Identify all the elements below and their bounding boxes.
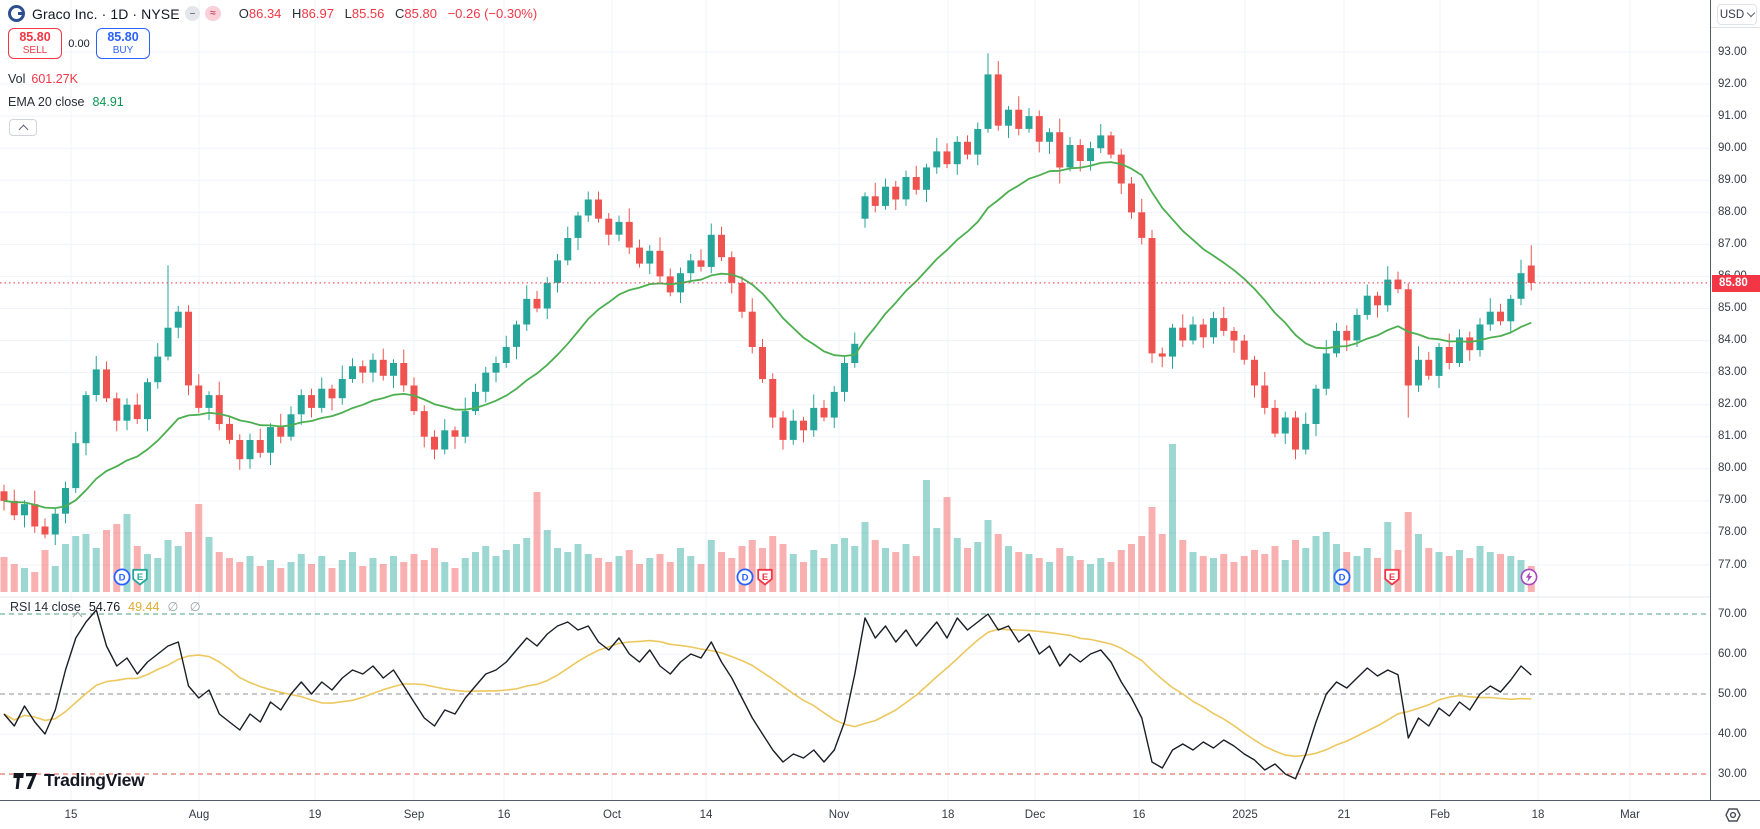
- chevron-down-icon: [1746, 8, 1756, 18]
- open-value: 86.34: [248, 6, 282, 21]
- time-axis-label: Dec: [1024, 809, 1046, 821]
- symbol-title[interactable]: Graco Inc. · 1D · NYSE: [32, 5, 180, 22]
- volume-bars: [0, 444, 1535, 592]
- time-axis-label: Oct: [603, 809, 621, 821]
- time-axis-label: Aug: [188, 809, 210, 821]
- market-status-minus-icon[interactable]: –: [184, 6, 201, 21]
- earnings-marker[interactable]: E: [131, 568, 149, 586]
- last-price-badge: 85.80: [1712, 275, 1760, 292]
- price-axis-label: 87.00: [1718, 237, 1747, 250]
- currency-label: USD: [1719, 8, 1745, 21]
- low-value: 85.56: [351, 6, 385, 21]
- price-axis-label: 82.00: [1718, 398, 1747, 411]
- time-axis-label: Feb: [1430, 809, 1450, 821]
- buy-price: 85.80: [107, 30, 139, 45]
- earnings-marker[interactable]: E: [1383, 568, 1401, 586]
- price-axis-label: 89.00: [1718, 173, 1747, 186]
- high-value: 86.97: [301, 6, 334, 21]
- time-axis-label: 16: [1132, 809, 1146, 821]
- price-axis-label: 85.00: [1718, 302, 1747, 314]
- price-axis-label: 92.00: [1718, 77, 1747, 90]
- earnings-marker[interactable]: E: [756, 568, 774, 586]
- price-axis-label: 91.00: [1718, 109, 1747, 122]
- time-axis-label: Sep: [403, 809, 425, 821]
- realtime-flash-marker[interactable]: [1520, 568, 1538, 586]
- ema-line: [3, 161, 1532, 509]
- price-axis-label: 78.00: [1718, 526, 1747, 539]
- price-axis-label: 79.00: [1718, 494, 1747, 507]
- rsi-axis-label: 70.00: [1718, 607, 1747, 620]
- price-axis-label: 81.00: [1718, 430, 1747, 443]
- currency-dropdown[interactable]: USD: [1717, 4, 1757, 25]
- svg-text:D: D: [119, 572, 126, 583]
- rsi-line: [3, 609, 1532, 780]
- price-axis-label: 90.00: [1718, 141, 1747, 154]
- ema-value: 84.91: [92, 95, 124, 109]
- dividend-marker[interactable]: D: [113, 568, 131, 586]
- time-axis-label: 15: [64, 809, 78, 821]
- time-axis-label: 16: [497, 809, 511, 821]
- close-value: 85.80: [404, 6, 437, 21]
- dividend-marker[interactable]: D: [1333, 568, 1351, 586]
- symbol-logo-icon: [8, 5, 25, 22]
- rsi-hidden-values: ∅ ∅: [167, 600, 205, 614]
- axis-settings-gear-icon[interactable]: [1724, 806, 1742, 824]
- time-axis-label: 2025: [1232, 809, 1258, 821]
- market-status-approx-icon[interactable]: ≈: [205, 6, 221, 21]
- svg-text:D: D: [742, 572, 749, 583]
- price-axis-label: 88.00: [1718, 205, 1747, 218]
- price-axis-label: 84.00: [1718, 334, 1747, 347]
- rsi-axis-label: 50.00: [1718, 687, 1747, 700]
- time-axis-label: 18: [941, 809, 955, 821]
- price-axis-label: 93.00: [1718, 45, 1747, 58]
- svg-text:E: E: [137, 572, 143, 583]
- chevron-up-icon: [18, 124, 28, 134]
- time-axis-label: 18: [1531, 809, 1545, 821]
- volume-legend: Vol 601.27K: [8, 72, 78, 86]
- tradingview-mark-icon: [13, 772, 37, 789]
- ohlc-values: O86.34 H86.97 L85.56 C85.80 −0.26 (−0.30…: [238, 6, 538, 21]
- rsi-axis-label: 60.00: [1718, 647, 1747, 660]
- rsi-axis-label: 30.00: [1718, 767, 1747, 780]
- time-axis[interactable]: 15 Aug 19 Sep 16 Oct 14 Nov 18 Dec 16 2025 21 Feb 18 Ma…: [0, 800, 1760, 829]
- time-axis-label: 21: [1337, 809, 1351, 821]
- change-value: −0.26 (−0.30%): [447, 6, 538, 21]
- time-axis-label: Nov: [828, 809, 850, 821]
- collapse-legend-button[interactable]: [9, 119, 37, 136]
- price-axis-label: 80.00: [1718, 462, 1747, 475]
- rsi-axis-label: 40.00: [1718, 727, 1747, 740]
- sell-button[interactable]: 85.80 SELL: [8, 28, 62, 59]
- price-axis-label: 83.00: [1718, 366, 1747, 379]
- rsi-value: 54.76: [88, 600, 121, 614]
- dividend-marker[interactable]: D: [736, 568, 754, 586]
- svg-text:E: E: [762, 572, 768, 583]
- tradingview-logo[interactable]: TradingView: [12, 770, 145, 791]
- rsi-legend: RSI 14 close 54.76 49.44 ∅ ∅: [10, 599, 205, 622]
- time-axis-label: 19: [308, 809, 322, 821]
- svg-text:D: D: [1339, 572, 1346, 583]
- svg-text:E: E: [1389, 572, 1395, 583]
- grid-lines: [0, 0, 1710, 800]
- time-axis-label: 14: [699, 809, 713, 821]
- time-axis-label: Mar: [1620, 809, 1640, 821]
- sell-price: 85.80: [19, 30, 51, 45]
- price-axis-label: 77.00: [1718, 558, 1747, 571]
- tradingview-logo-text: TradingView: [44, 770, 145, 790]
- price-axis[interactable]: USD 93.00 92.00 91.00 90.00 89.00 88.00 87.00 8…: [1710, 0, 1760, 800]
- candlesticks: [0, 53, 1535, 546]
- rsi-label: RSI 14 close: [10, 600, 81, 614]
- rsi-ma-value: 49.44: [128, 600, 160, 614]
- axis-separator: [1711, 27, 1760, 28]
- trade-panel: 85.80 SELL 0.00 85.80 BUY: [8, 28, 150, 59]
- ema-legend: EMA 20 close 84.91: [8, 95, 124, 109]
- buy-button[interactable]: 85.80 BUY: [96, 28, 150, 59]
- rsi-ma-line: [3, 628, 1532, 758]
- spread-value: 0.00: [68, 37, 90, 50]
- volume-value: 601.27K: [31, 72, 78, 86]
- chart-canvas[interactable]: [0, 0, 1710, 800]
